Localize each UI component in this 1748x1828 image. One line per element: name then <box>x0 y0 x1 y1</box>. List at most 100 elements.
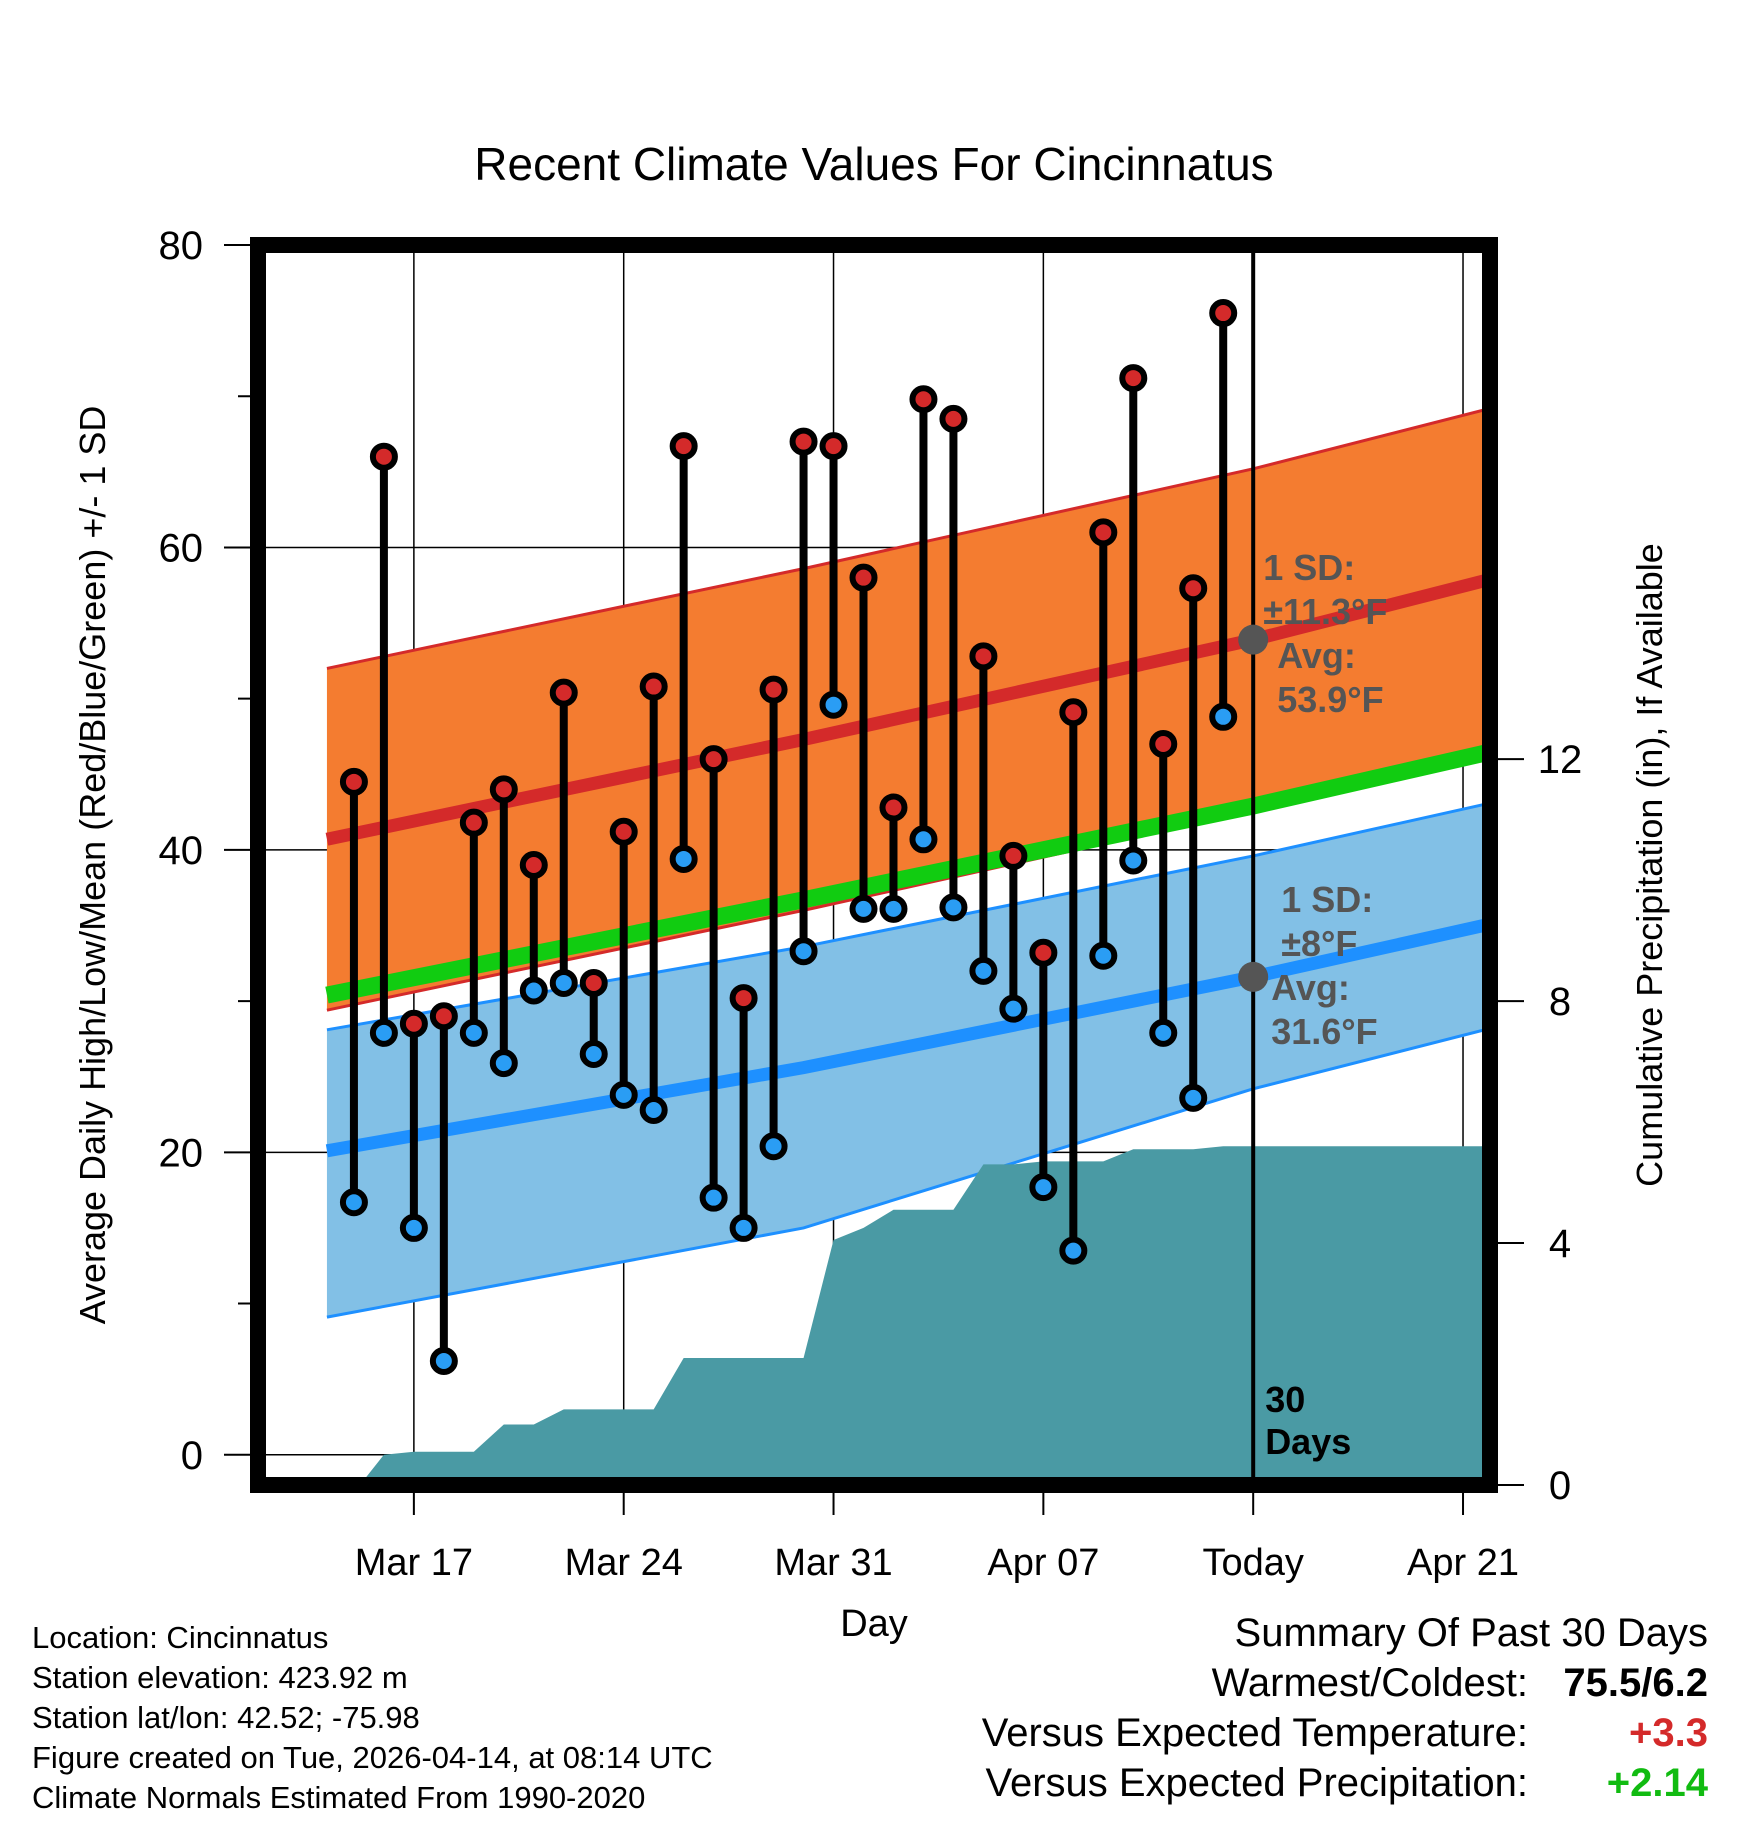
days-unit-label: Days <box>1265 1421 1351 1462</box>
summary-warmest-row: Warmest/Coldest: 75.5/6.2 <box>982 1658 1708 1708</box>
daily-high-point <box>909 385 938 414</box>
station-metadata: Location: Cincinnatus Station elevation:… <box>32 1618 713 1818</box>
daily-high-point <box>699 745 728 774</box>
x-tick-label: Mar 17 <box>355 1542 473 1584</box>
high-avg-marker <box>1238 624 1269 655</box>
daily-low-point <box>669 844 698 873</box>
low-sd-band <box>326 803 1490 1318</box>
daily-low-point <box>459 1018 488 1047</box>
low-avg-label: Avg: <box>1271 967 1350 1008</box>
summary-precip-row: Versus Expected Precipitation: +2.14 <box>982 1758 1708 1808</box>
daily-high-point <box>579 968 608 997</box>
low-avg-value: 31.6°F <box>1271 1011 1377 1052</box>
y2-tick-label: 4 <box>1549 1222 1571 1266</box>
summary-heading: Summary Of Past 30 Days <box>1234 1611 1708 1655</box>
daily-low-point <box>489 1049 518 1078</box>
daily-low-point <box>969 956 998 985</box>
normals-text: Climate Normals Estimated From 1990-2020 <box>32 1780 646 1815</box>
daily-low-point <box>879 894 908 923</box>
daily-high-point <box>1089 518 1118 547</box>
daily-high-point <box>489 775 518 804</box>
daily-low-point <box>399 1213 428 1242</box>
daily-low-point <box>339 1188 368 1217</box>
daily-high-point <box>849 563 878 592</box>
warmest-label: Warmest/Coldest: <box>1211 1661 1528 1705</box>
plot-area <box>325 245 1490 1485</box>
daily-low-point <box>429 1347 458 1375</box>
daily-high-point <box>729 984 758 1013</box>
daily-high-point <box>399 1009 428 1038</box>
plot-frame <box>250 237 1498 1493</box>
daily-low-point <box>1029 1173 1058 1202</box>
daily-high-point <box>1119 364 1148 393</box>
daily-low-point <box>1209 702 1238 731</box>
daily-high-point <box>879 793 908 822</box>
daily-low-point <box>699 1183 728 1212</box>
normal-low-line <box>325 917 1490 1158</box>
daily-low-point <box>1059 1236 1088 1265</box>
daily-high-point <box>819 432 848 461</box>
created-text: Figure created on Tue, 2026-04-14, at 08… <box>32 1740 713 1775</box>
high-sd-label: 1 SD: <box>1263 547 1355 588</box>
daily-high-point <box>369 442 398 471</box>
daily-high-point <box>1209 299 1238 328</box>
daily-low-point <box>939 893 968 922</box>
precip-area <box>329 1146 1490 1485</box>
daily-high-point <box>789 427 818 456</box>
axes: 0 20 40 60 80 0 4 8 12 Mar 17 Mar 24 Mar 31 Apr 07 To… <box>159 224 1583 1584</box>
data-markers <box>339 299 1238 1375</box>
daily-high-point <box>999 841 1028 870</box>
location-text: Location: Cincinnatus <box>32 1620 329 1655</box>
precip-label: Versus Expected Precipitation: <box>985 1761 1528 1805</box>
x-tick-label: Apr 07 <box>987 1542 1099 1584</box>
warmest-value: 75.5/6.2 <box>1563 1661 1708 1705</box>
daily-low-point <box>849 894 878 923</box>
daily-low-point <box>789 937 818 966</box>
daily-high-point <box>1179 574 1208 603</box>
low-avg-marker <box>1238 961 1269 992</box>
y2-tick-label: 12 <box>1538 738 1583 782</box>
x-tick-label: Mar 31 <box>774 1542 892 1584</box>
x-tick-label: Apr 21 <box>1407 1542 1519 1584</box>
daily-high-point <box>1029 938 1058 967</box>
daily-low-point <box>1089 941 1118 970</box>
low-minus-sd-line <box>326 1026 1490 1319</box>
x-tick-label: Today <box>1202 1542 1303 1584</box>
summary-temp-row: Versus Expected Temperature: +3.3 <box>982 1708 1708 1758</box>
y2-axis-label: Cumulative Precipitation (in), If Availa… <box>1629 543 1670 1187</box>
daily-low-point <box>819 690 848 719</box>
high-avg-value: 53.9°F <box>1277 679 1383 720</box>
daily-low-point <box>909 825 938 854</box>
daily-high-point <box>609 817 638 846</box>
high-sd-band <box>326 408 1490 1011</box>
temp-label: Versus Expected Temperature: <box>981 1711 1528 1755</box>
high-plus-sd-line <box>326 406 1490 670</box>
summary-panel: Summary Of Past 30 Days Warmest/Coldest:… <box>982 1608 1708 1808</box>
daily-low-point <box>759 1132 788 1161</box>
daily-high-point <box>1149 730 1178 759</box>
y-tick-label: 80 <box>159 224 204 268</box>
daily-low-point <box>1179 1083 1208 1112</box>
daily-high-point <box>969 642 998 671</box>
high-sd-value: ±11.3°F <box>1263 591 1387 632</box>
low-sd-label: 1 SD: <box>1281 879 1373 920</box>
daily-high-point <box>459 808 488 837</box>
x-axis-label: Day <box>840 1603 908 1645</box>
daily-low-point <box>369 1018 398 1047</box>
daily-high-point <box>429 1002 458 1031</box>
precip-value: +2.14 <box>1606 1761 1708 1805</box>
daily-high-point <box>669 432 698 461</box>
y2-tick-label: 8 <box>1549 980 1571 1024</box>
latlon-text: Station lat/lon: 42.52; -75.98 <box>32 1700 420 1735</box>
daily-low-point <box>1149 1018 1178 1047</box>
daily-low-point <box>639 1095 668 1124</box>
y-tick-label: 0 <box>181 1434 203 1478</box>
daily-low-point <box>609 1080 638 1109</box>
daily-high-point <box>339 767 368 796</box>
chart-title: Recent Climate Values For Cincinnatus <box>474 138 1273 190</box>
high-avg-label: Avg: <box>1277 635 1356 676</box>
low-sd-value: ±8°F <box>1281 923 1357 964</box>
temp-value: +3.3 <box>1629 1711 1708 1755</box>
